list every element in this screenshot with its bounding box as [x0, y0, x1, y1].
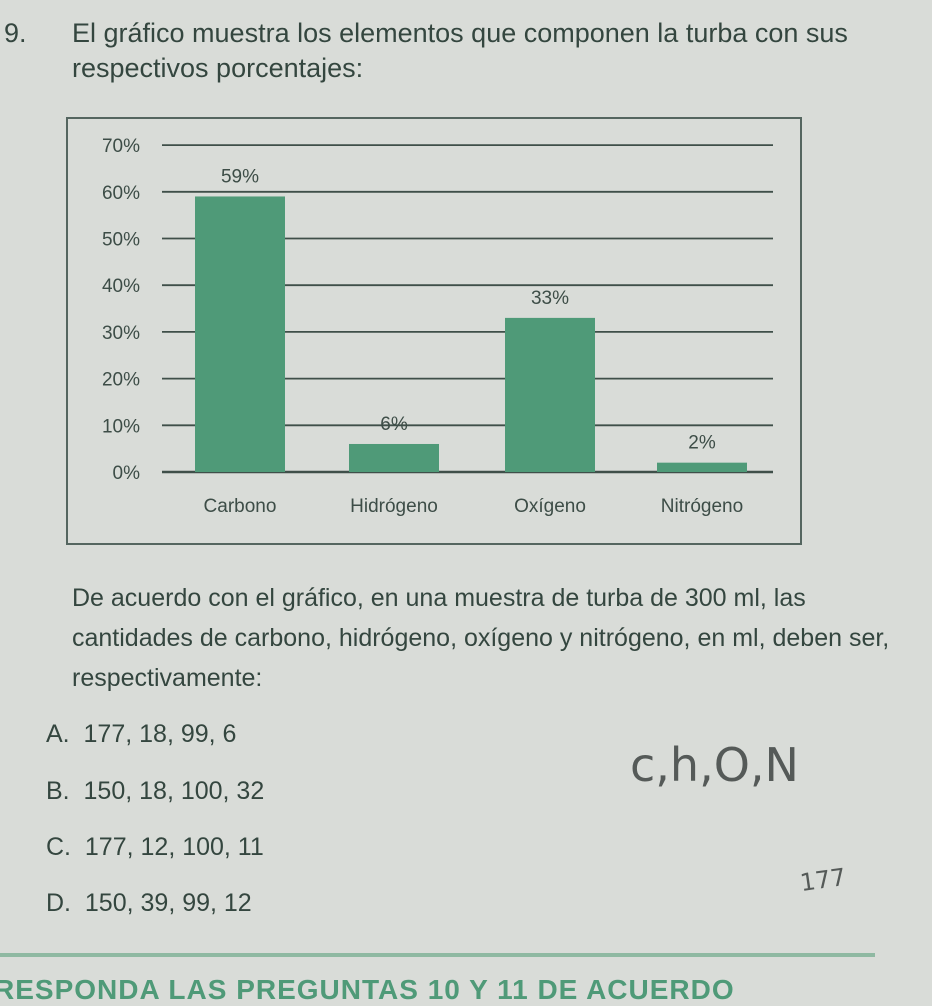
- y-tick-label: 0%: [113, 463, 141, 484]
- option-text: 150, 39, 99, 12: [84, 889, 252, 917]
- bar-oxígeno: [505, 317, 595, 472]
- y-tick-label: 20%: [102, 370, 140, 391]
- y-tick-label: 30%: [102, 323, 140, 344]
- bar-chart: 0% 10% 20% 30% 40% 50% 60% 70% 59% Carbono 6% Hidró…: [102, 136, 773, 517]
- x-tick-label: Hidrógeno: [350, 496, 438, 517]
- option-c[interactable]: C. 177, 12, 100, 11: [46, 833, 264, 862]
- handwritten-note: c,h,O,N: [630, 738, 799, 792]
- option-b[interactable]: B. 150, 18, 100, 32: [46, 777, 264, 806]
- x-tick-label: Oxígeno: [514, 496, 586, 517]
- data-label: 33%: [531, 288, 569, 309]
- y-tick-label: 70%: [102, 136, 140, 157]
- option-letter: B.: [46, 777, 70, 805]
- chart-frame: 0% 10% 20% 30% 40% 50% 60% 70% 59% Carbono 6% Hidró…: [66, 117, 802, 545]
- option-a[interactable]: A. 177, 18, 99, 6: [46, 720, 236, 749]
- y-tick-label: 40%: [102, 276, 140, 297]
- data-label: 59%: [221, 166, 259, 187]
- option-text: 150, 18, 100, 32: [83, 777, 265, 805]
- option-letter: A.: [46, 720, 70, 748]
- question-body: De acuerdo con el gráfico, en una muestr…: [72, 584, 890, 692]
- section-divider: [0, 953, 875, 957]
- x-tick-label: Carbono: [204, 496, 277, 517]
- option-letter: D.: [46, 889, 71, 917]
- option-text: 177, 18, 99, 6: [83, 720, 237, 748]
- option-d[interactable]: D. 150, 39, 99, 12: [46, 889, 252, 918]
- data-label: 6%: [380, 414, 408, 435]
- bar-carbono: [195, 196, 285, 472]
- bar-nitrógeno: [657, 462, 747, 472]
- y-tick-label: 60%: [102, 183, 140, 204]
- section-heading: RESPONDA LAS PREGUNTAS 10 Y 11 DE ACUERD…: [0, 974, 735, 1005]
- x-tick-label: Nitrógeno: [661, 496, 743, 517]
- y-tick-label: 10%: [102, 416, 140, 437]
- option-letter: C.: [46, 833, 71, 861]
- y-tick-label: 50%: [102, 230, 140, 251]
- question-number: 9.: [4, 18, 27, 48]
- data-label: 2%: [688, 433, 716, 454]
- option-text: 177, 12, 100, 11: [84, 833, 264, 861]
- bar-hidrógeno: [349, 443, 439, 472]
- handwritten-number: 177: [798, 862, 848, 898]
- question-text: El gráfico muestra los elementos que com…: [72, 18, 848, 83]
